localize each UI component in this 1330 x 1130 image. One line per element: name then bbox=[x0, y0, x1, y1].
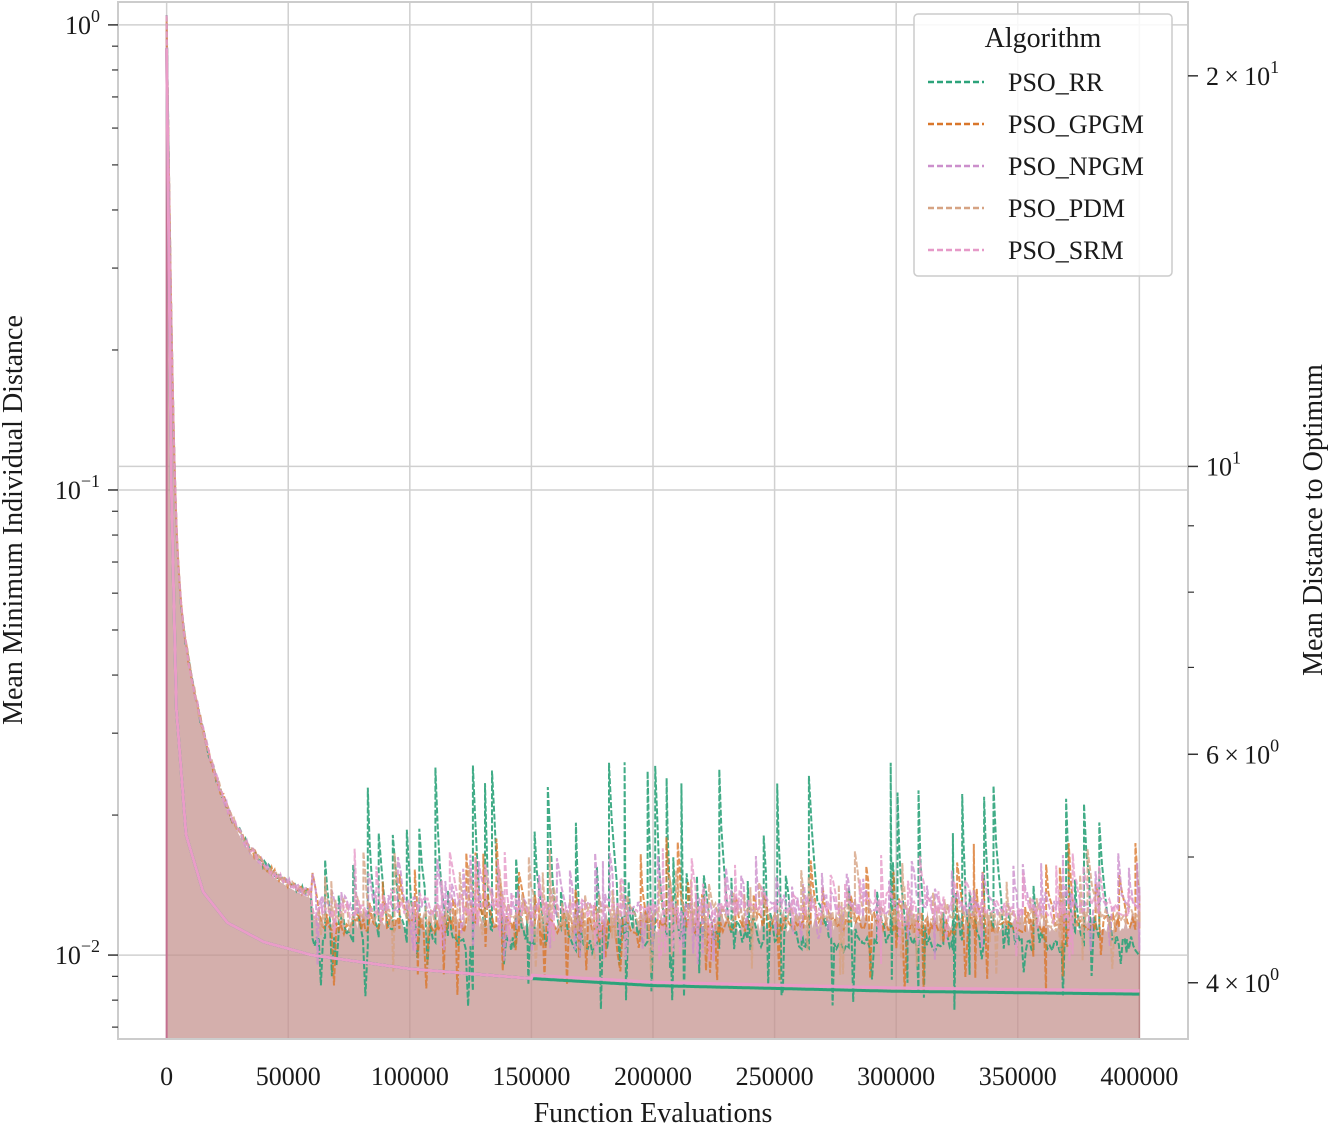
x-tick-label: 400000 bbox=[1100, 1062, 1178, 1091]
y2-tick-label: 6 × 100 bbox=[1206, 735, 1279, 769]
legend-label-PSO_SRM: PSO_SRM bbox=[1008, 236, 1124, 265]
y-axis-ticks: 100 10−1 10−2 bbox=[55, 6, 118, 1028]
x-tick-label: 300000 bbox=[857, 1062, 935, 1091]
mean-distance-curve bbox=[165, 48, 1140, 996]
x-axis-title: Function Evaluations bbox=[534, 1098, 773, 1129]
y-axis-title: Mean Minimum Individual Distance bbox=[0, 315, 29, 725]
plot-frame bbox=[117, 1, 1189, 1040]
legend-label-PSO_GPGM: PSO_GPGM bbox=[1008, 110, 1144, 139]
x-tick-label: 250000 bbox=[736, 1062, 814, 1091]
mean-distance-line-srm bbox=[165, 48, 1140, 993]
series-line-PSO_GPGM bbox=[165, 21, 1141, 995]
x-tick-label: 350000 bbox=[979, 1062, 1057, 1091]
y-tick-label: 10−1 bbox=[55, 471, 100, 505]
series-lines bbox=[165, 15, 1141, 1010]
y2-tick-label: 4 × 100 bbox=[1206, 964, 1279, 998]
legend-box bbox=[913, 13, 1173, 277]
y2-axis-ticks: 2 × 101 101 6 × 100 4 × 100 bbox=[1188, 57, 1279, 998]
x-axis-ticks: 0 50000 100000 150000 200000 250000 300000 3500… bbox=[160, 1062, 1178, 1091]
legend: Algorithm PSO_RRPSO_GPGMPSO_NPGMPSO_PDMP… bbox=[913, 13, 1173, 277]
x-tick-label: 0 bbox=[160, 1062, 173, 1091]
y2-tick-label: 2 × 101 bbox=[1206, 57, 1279, 91]
series-line-PSO_PDM bbox=[165, 16, 1141, 975]
x-tick-label: 50000 bbox=[256, 1062, 321, 1091]
x-tick-label: 200000 bbox=[614, 1062, 692, 1091]
y-tick-label: 100 bbox=[65, 6, 100, 40]
y2-tick-label: 101 bbox=[1206, 447, 1241, 481]
legend-label-PSO_NPGM: PSO_NPGM bbox=[1008, 152, 1144, 181]
legend-items: PSO_RR PSO_GPGM PSO_NPGM PSO_PDM PSO_SRM bbox=[928, 68, 1144, 265]
x-tick-label: 100000 bbox=[371, 1062, 449, 1091]
legend-label-PSO_RR: PSO_RR bbox=[1008, 68, 1104, 97]
legend-title: Algorithm bbox=[985, 23, 1102, 54]
legend-label-PSO_PDM: PSO_PDM bbox=[1008, 194, 1125, 223]
x-tick-label: 150000 bbox=[492, 1062, 570, 1091]
y-tick-label: 10−2 bbox=[55, 936, 100, 970]
series-line-PSO_SRM bbox=[165, 15, 1141, 965]
y2-axis-title: Mean Distance to Optimum bbox=[1298, 364, 1329, 676]
